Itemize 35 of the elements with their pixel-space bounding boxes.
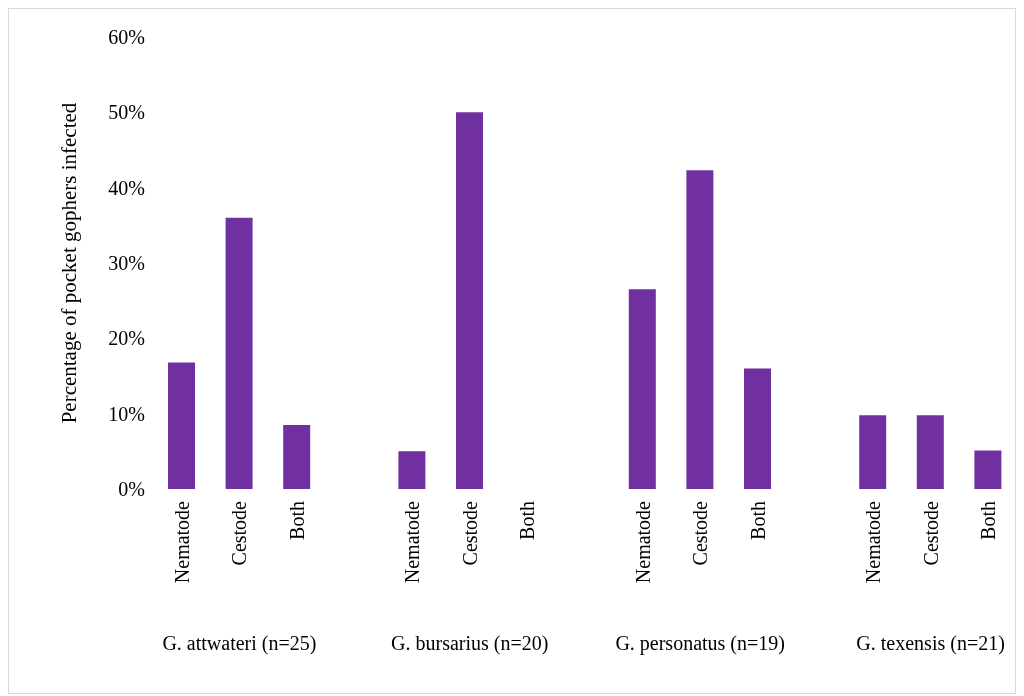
bar: [686, 170, 714, 489]
y-tick-label: 30%: [108, 252, 145, 275]
text: G. texensis (n=21): [855, 631, 1006, 657]
y-tick-label: 20%: [108, 327, 145, 350]
y-axis-title: Percentage of pocket gophers infected: [56, 101, 82, 426]
x-tick-label: Nematode: [862, 500, 884, 584]
x-tick-label: Both: [286, 501, 308, 540]
x-tick-label: Cestode: [458, 500, 481, 566]
bar: [225, 217, 253, 489]
x-tick-label: Nematode: [401, 500, 424, 584]
x-tick-label: Both: [516, 501, 539, 540]
x-tick-label: Nematode: [170, 500, 193, 584]
bar: [398, 451, 426, 489]
bar: [744, 368, 771, 489]
text: G. personatus (n=19): [614, 631, 786, 657]
text: G. attwateri (n=25): [161, 631, 318, 657]
bar: [974, 450, 1002, 489]
y-tick-label: 40%: [108, 176, 145, 199]
x-tick-label: Nematode: [631, 500, 654, 584]
x-tick-label: Both: [746, 501, 769, 540]
x-tick-label: Cestode: [689, 500, 712, 566]
bar: [283, 424, 311, 489]
y-tick-label: 0%: [118, 478, 145, 501]
bar: [628, 289, 656, 489]
x-tick-label: Both: [977, 501, 1000, 540]
bar: [916, 415, 944, 489]
y-tick-label: 60%: [108, 26, 145, 49]
y-tick-label: 50%: [108, 101, 145, 124]
bar: [168, 362, 195, 489]
text: G. bursarius (n=20): [390, 631, 550, 657]
x-tick-label: Cestode: [919, 500, 942, 566]
y-tick-label: 10%: [108, 402, 145, 425]
x-tick-label: Cestode: [228, 500, 251, 566]
bar: [859, 415, 887, 489]
bar: [456, 112, 483, 489]
